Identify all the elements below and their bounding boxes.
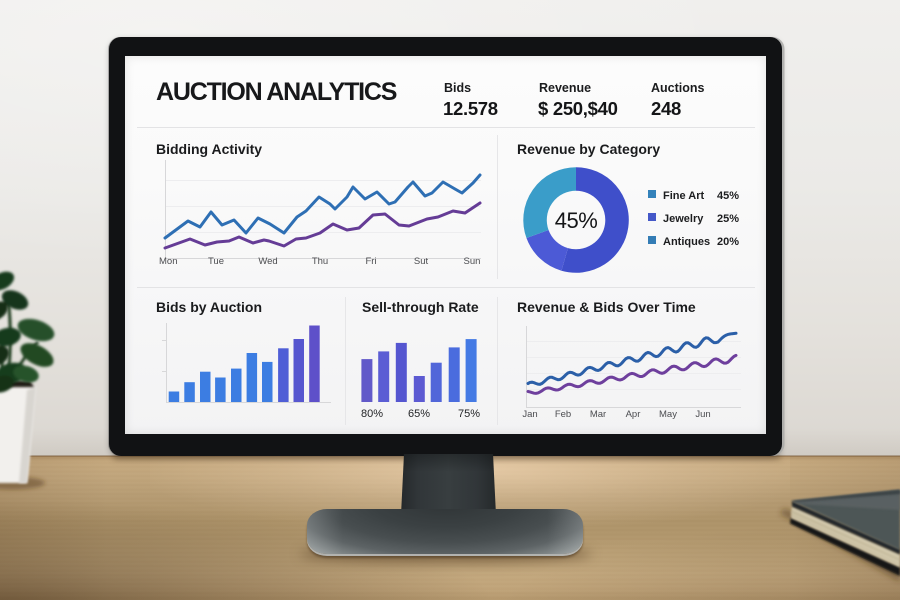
- svg-text:Antiques: Antiques: [663, 236, 710, 248]
- svg-text:20%: 20%: [717, 236, 739, 248]
- svg-text:Thu: Thu: [312, 256, 328, 267]
- svg-text:Sun: Sun: [464, 256, 481, 267]
- svg-text:45%: 45%: [717, 190, 739, 202]
- svg-text:May: May: [659, 409, 677, 420]
- svg-text:Mon: Mon: [159, 256, 177, 267]
- svg-text:Jun: Jun: [695, 409, 710, 420]
- svg-text:45%: 45%: [555, 208, 598, 233]
- svg-text:25%: 25%: [717, 213, 739, 225]
- svg-text:Mar: Mar: [590, 409, 606, 420]
- svg-text:Wed: Wed: [258, 256, 277, 267]
- svg-text:Feb: Feb: [555, 409, 571, 420]
- svg-text:Tue: Tue: [208, 256, 224, 267]
- svg-text:65%: 65%: [408, 408, 430, 420]
- svg-text:Jewelry: Jewelry: [663, 213, 704, 225]
- svg-text:Apr: Apr: [626, 409, 641, 420]
- svg-text:Fine Art: Fine Art: [663, 190, 704, 202]
- svg-text:Fri: Fri: [365, 256, 376, 267]
- svg-text:Jan: Jan: [522, 409, 537, 420]
- svg-text:80%: 80%: [361, 408, 383, 420]
- svg-text:Sut: Sut: [414, 256, 429, 267]
- svg-text:75%: 75%: [458, 408, 480, 420]
